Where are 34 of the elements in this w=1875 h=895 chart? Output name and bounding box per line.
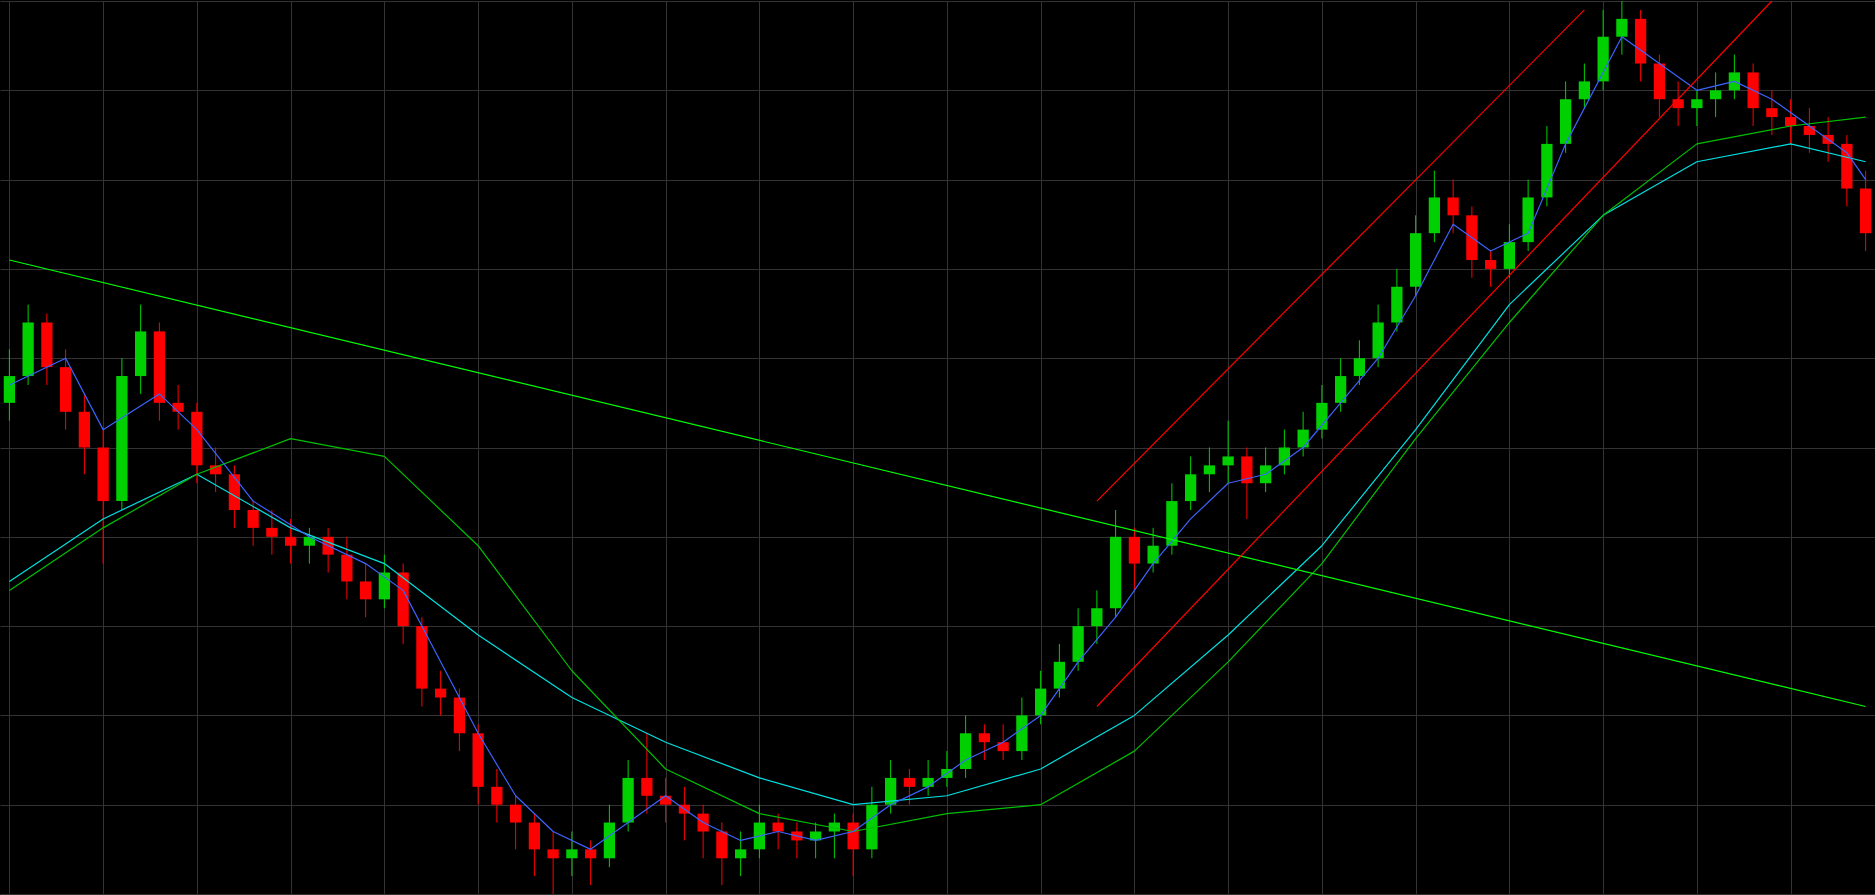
candlestick [1147, 527, 1159, 574]
candlestick [641, 732, 653, 815]
candlestick [1353, 339, 1365, 386]
candlestick [1222, 420, 1234, 484]
candlestick [491, 768, 503, 824]
candlestick [1785, 98, 1797, 145]
candlestick [978, 723, 990, 761]
candlestick [1728, 54, 1740, 100]
candlestick [585, 839, 597, 886]
candlestick [810, 822, 822, 859]
candlestick [1616, 0, 1628, 56]
candlestick [303, 527, 315, 565]
candlestick [903, 768, 915, 806]
candlestick [1091, 589, 1103, 645]
candlestick [997, 723, 1009, 761]
candlestick [285, 518, 297, 565]
candlestick [510, 795, 522, 850]
candlestick [1260, 447, 1272, 493]
candlestick [1766, 89, 1778, 136]
candlestick [1691, 89, 1703, 127]
candlestick [266, 509, 278, 556]
candlestick [1578, 63, 1590, 109]
candlestick [1710, 71, 1722, 118]
candlestick [1485, 250, 1497, 288]
candlestick [735, 830, 747, 877]
candlestick [1447, 179, 1459, 234]
candlestick [547, 830, 559, 895]
candlestick [435, 670, 447, 716]
candlestick [247, 500, 259, 547]
candlestick [360, 563, 372, 618]
candlestick [1203, 447, 1215, 493]
candlestick [1297, 411, 1309, 457]
candlestick [566, 830, 578, 877]
candlestick [1803, 107, 1815, 154]
